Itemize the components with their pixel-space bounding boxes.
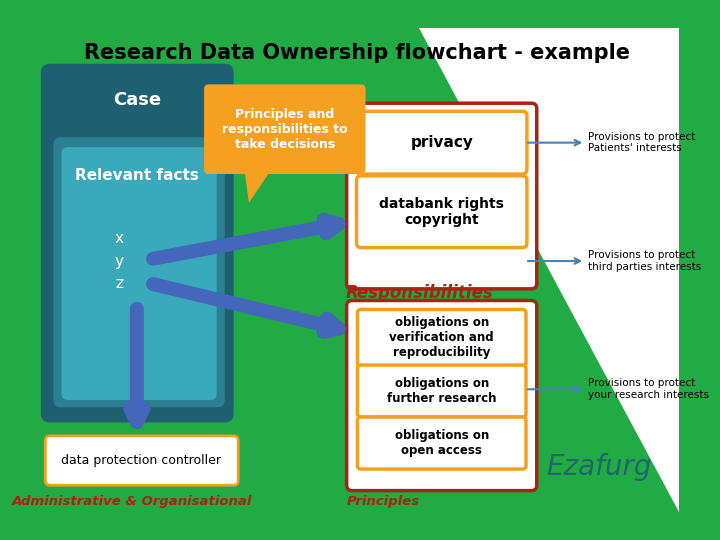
Text: Provisions to protect
third parties interests: Provisions to protect third parties inte…: [588, 250, 701, 272]
Text: Relevant facts: Relevant facts: [75, 168, 199, 184]
Text: Provisions to protect
your research interests: Provisions to protect your research inte…: [588, 379, 709, 400]
FancyBboxPatch shape: [53, 137, 225, 407]
FancyBboxPatch shape: [346, 300, 536, 491]
Text: Provisions to protect
Patients' interests: Provisions to protect Patients' interest…: [588, 132, 695, 153]
Text: privacy: privacy: [410, 135, 473, 150]
Text: data protection controller: data protection controller: [61, 454, 221, 467]
Text: Case: Case: [113, 91, 161, 109]
FancyBboxPatch shape: [41, 64, 234, 422]
Polygon shape: [244, 170, 271, 202]
FancyBboxPatch shape: [357, 365, 526, 417]
Text: Administrative & Organisational: Administrative & Organisational: [12, 495, 253, 508]
Text: Research Data Ownership flowchart - example: Research Data Ownership flowchart - exam…: [84, 43, 629, 63]
FancyBboxPatch shape: [356, 111, 527, 174]
FancyBboxPatch shape: [61, 147, 217, 400]
Text: z: z: [115, 276, 123, 291]
FancyBboxPatch shape: [357, 309, 526, 366]
FancyBboxPatch shape: [45, 436, 238, 485]
Text: Principles and
responsibilities to
take decisions: Principles and responsibilities to take …: [222, 107, 348, 151]
Text: y: y: [114, 254, 123, 268]
Polygon shape: [419, 28, 680, 512]
Text: Principles: Principles: [347, 495, 420, 508]
FancyBboxPatch shape: [204, 84, 366, 174]
FancyBboxPatch shape: [346, 103, 536, 289]
FancyBboxPatch shape: [356, 176, 527, 247]
Text: obligations on
open access: obligations on open access: [395, 429, 489, 457]
FancyBboxPatch shape: [357, 417, 526, 469]
Text: Responsibilities: Responsibilities: [346, 285, 493, 302]
Text: obligations on
verification and
reproducibility: obligations on verification and reproduc…: [390, 316, 494, 359]
Text: obligations on
further research: obligations on further research: [387, 377, 497, 405]
Text: Ezafurg: Ezafurg: [546, 453, 652, 481]
Text: x: x: [114, 231, 123, 246]
Text: databank rights
copyright: databank rights copyright: [379, 197, 504, 227]
